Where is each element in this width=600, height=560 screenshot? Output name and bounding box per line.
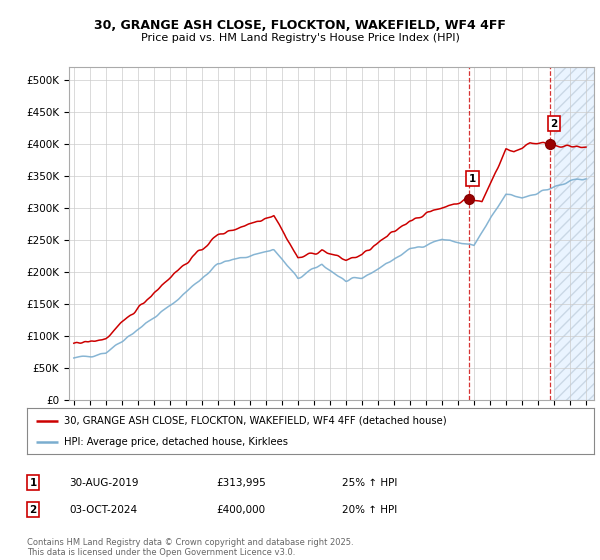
Bar bbox=[554, 67, 594, 400]
Text: 30, GRANGE ASH CLOSE, FLOCKTON, WAKEFIELD, WF4 4FF: 30, GRANGE ASH CLOSE, FLOCKTON, WAKEFIEL… bbox=[94, 18, 506, 32]
Text: 20% ↑ HPI: 20% ↑ HPI bbox=[342, 505, 397, 515]
Text: 30, GRANGE ASH CLOSE, FLOCKTON, WAKEFIELD, WF4 4FF (detached house): 30, GRANGE ASH CLOSE, FLOCKTON, WAKEFIEL… bbox=[64, 416, 446, 426]
Text: 03-OCT-2024: 03-OCT-2024 bbox=[69, 505, 137, 515]
Text: 2: 2 bbox=[550, 119, 557, 129]
Text: 30-AUG-2019: 30-AUG-2019 bbox=[69, 478, 139, 488]
Text: HPI: Average price, detached house, Kirklees: HPI: Average price, detached house, Kirk… bbox=[64, 437, 288, 447]
Text: £400,000: £400,000 bbox=[216, 505, 265, 515]
Text: 25% ↑ HPI: 25% ↑ HPI bbox=[342, 478, 397, 488]
Text: 1: 1 bbox=[29, 478, 37, 488]
Text: Contains HM Land Registry data © Crown copyright and database right 2025.
This d: Contains HM Land Registry data © Crown c… bbox=[27, 538, 353, 557]
Text: 2: 2 bbox=[29, 505, 37, 515]
Text: 1: 1 bbox=[469, 174, 476, 184]
Text: £313,995: £313,995 bbox=[216, 478, 266, 488]
Text: Price paid vs. HM Land Registry's House Price Index (HPI): Price paid vs. HM Land Registry's House … bbox=[140, 33, 460, 43]
Bar bbox=[554, 67, 594, 400]
